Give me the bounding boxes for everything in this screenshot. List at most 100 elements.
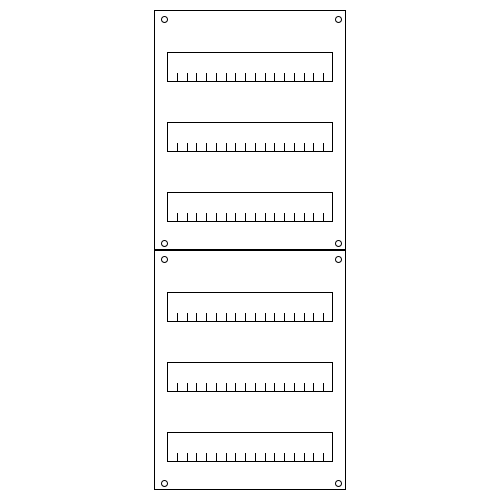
rail-tick	[304, 73, 305, 82]
rail-tick	[216, 453, 217, 462]
rail-tick	[226, 383, 227, 392]
rail-tick	[274, 213, 275, 222]
rail-frame	[167, 122, 333, 152]
rail-tick	[294, 383, 295, 392]
rail-tick	[274, 383, 275, 392]
upper-panel	[154, 10, 346, 250]
rail-tick	[304, 453, 305, 462]
rail-tick	[304, 213, 305, 222]
rail-tick	[177, 383, 178, 392]
rail-frame	[167, 362, 333, 392]
rail-tick	[196, 453, 197, 462]
rail-tick	[265, 383, 266, 392]
mounting-hole-icon	[335, 16, 342, 23]
rail-tick	[294, 73, 295, 82]
rail-tick	[177, 213, 178, 222]
rail-tick	[313, 73, 314, 82]
rail-tick	[226, 143, 227, 152]
rail-tick	[177, 453, 178, 462]
diagram-stage	[0, 0, 500, 500]
rail-2	[167, 122, 333, 152]
rail-tick	[323, 213, 324, 222]
lower-panel	[154, 250, 346, 490]
rail-tick	[177, 143, 178, 152]
rail-tick	[187, 73, 188, 82]
rail-tick	[284, 73, 285, 82]
mounting-hole-icon	[161, 256, 168, 263]
rail-tick	[245, 453, 246, 462]
rail-tick	[226, 313, 227, 322]
rail-tick	[235, 313, 236, 322]
rail-tick	[274, 313, 275, 322]
mounting-hole-icon	[335, 256, 342, 263]
rail-tick	[245, 383, 246, 392]
rail-tick	[196, 213, 197, 222]
rail-tick	[235, 213, 236, 222]
rail-tick	[196, 73, 197, 82]
rail-tick	[313, 313, 314, 322]
rail-tick	[274, 143, 275, 152]
rail-tick	[187, 383, 188, 392]
rail-tick	[313, 383, 314, 392]
rail-tick	[226, 73, 227, 82]
rail-tick	[196, 313, 197, 322]
rail-tick	[294, 143, 295, 152]
rail-tick	[216, 73, 217, 82]
rail-tick	[235, 143, 236, 152]
rail-tick	[265, 73, 266, 82]
rail-tick	[284, 143, 285, 152]
rail-tick	[284, 453, 285, 462]
rail-tick	[284, 313, 285, 322]
rail-tick	[216, 383, 217, 392]
rail-tick	[304, 143, 305, 152]
rail-tick	[323, 453, 324, 462]
rail-tick	[255, 313, 256, 322]
rail-tick	[226, 453, 227, 462]
rail-tick	[206, 73, 207, 82]
rail-tick	[235, 453, 236, 462]
rail-tick	[206, 143, 207, 152]
rail-tick	[304, 313, 305, 322]
rail-tick	[294, 453, 295, 462]
rail-frame	[167, 52, 333, 82]
rail-tick	[245, 313, 246, 322]
rail-tick	[196, 383, 197, 392]
rail-tick	[245, 73, 246, 82]
mounting-hole-icon	[161, 16, 168, 23]
rail-5	[167, 362, 333, 392]
rail-tick	[206, 313, 207, 322]
rail-tick	[235, 383, 236, 392]
rail-tick	[187, 313, 188, 322]
rail-tick	[313, 453, 314, 462]
rail-tick	[187, 453, 188, 462]
rail-tick	[265, 213, 266, 222]
rail-3	[167, 192, 333, 222]
rail-tick	[187, 213, 188, 222]
rail-tick	[177, 313, 178, 322]
rail-tick	[313, 213, 314, 222]
rail-tick	[274, 73, 275, 82]
rail-tick	[206, 453, 207, 462]
rail-tick	[294, 213, 295, 222]
mounting-hole-icon	[161, 240, 168, 247]
rail-tick	[284, 213, 285, 222]
rail-tick	[206, 383, 207, 392]
rail-tick	[265, 453, 266, 462]
rail-tick	[216, 313, 217, 322]
rail-frame	[167, 432, 333, 462]
rail-tick	[255, 143, 256, 152]
rail-tick	[323, 143, 324, 152]
rail-frame	[167, 292, 333, 322]
rail-tick	[255, 213, 256, 222]
rail-1	[167, 52, 333, 82]
rail-tick	[255, 73, 256, 82]
rail-tick	[245, 213, 246, 222]
rail-tick	[265, 143, 266, 152]
rail-tick	[177, 73, 178, 82]
mounting-hole-icon	[161, 480, 168, 487]
mounting-hole-icon	[335, 240, 342, 247]
rail-tick	[226, 213, 227, 222]
rail-tick	[216, 143, 217, 152]
mounting-hole-icon	[335, 480, 342, 487]
rail-tick	[196, 143, 197, 152]
